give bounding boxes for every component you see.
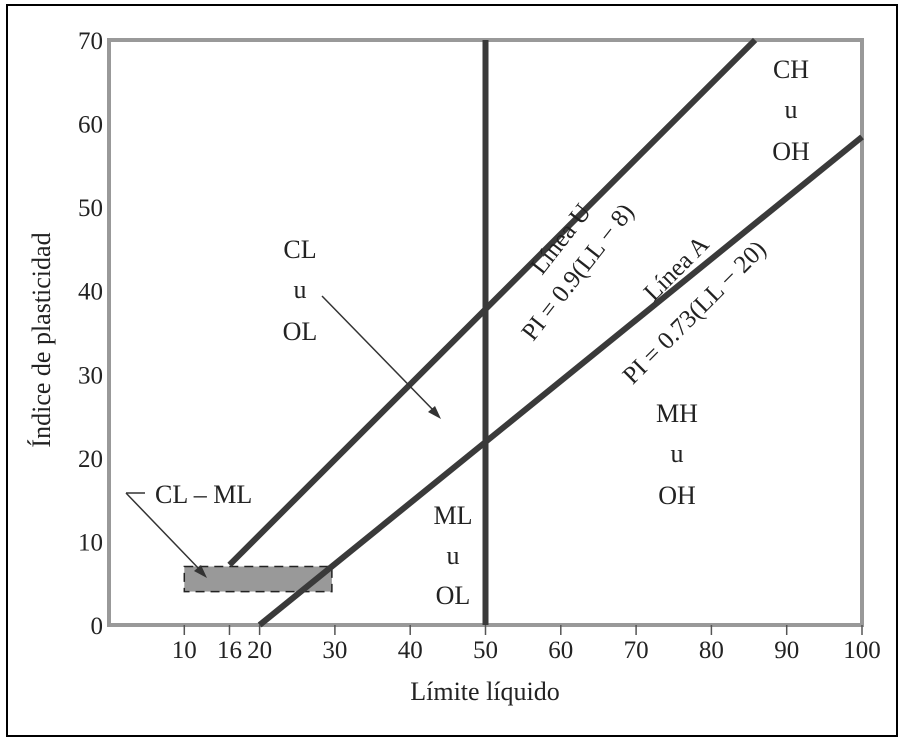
- svg-text:u: u: [785, 95, 798, 124]
- linea-u-line: [227, 37, 758, 567]
- x-tick-label: 50: [473, 637, 498, 664]
- x-tick-label: 70: [624, 637, 649, 664]
- x-axis-label: Límite líquido: [410, 677, 560, 706]
- zone-mh-oh: MH u OH: [656, 399, 698, 510]
- x-tick-label: 30: [322, 637, 347, 664]
- x-tick-label: 90: [774, 637, 799, 664]
- svg-text:OH: OH: [772, 137, 810, 166]
- svg-text:OL: OL: [283, 317, 318, 346]
- y-tick-label: 70: [78, 28, 103, 55]
- y-tick-label: 40: [78, 279, 103, 306]
- x-tick-label: 10: [172, 637, 197, 664]
- y-tick-label: 10: [78, 529, 103, 556]
- zone-ch-oh: CH u OH: [772, 55, 810, 166]
- zone-ml-ol: ML u OL: [434, 501, 473, 610]
- chart-marks: [183, 37, 864, 628]
- svg-text:CL: CL: [283, 235, 316, 264]
- svg-text:OL: OL: [436, 581, 471, 610]
- svg-text:ML: ML: [434, 501, 473, 530]
- x-tick-labels: 10 16 20 30 40 50 60 70 80 90 100: [172, 625, 881, 664]
- x-tick-label: 40: [398, 637, 423, 664]
- y-tick-label: 0: [91, 613, 104, 640]
- svg-text:u: u: [671, 439, 684, 468]
- svg-text:u: u: [447, 541, 460, 570]
- y-axis-label: Índice de plasticidad: [27, 232, 56, 447]
- arrow-cl-ml: [125, 492, 207, 578]
- zone-cl-ol: CL u OL: [283, 235, 318, 346]
- y-tick-label: 50: [78, 195, 103, 222]
- svg-text:OH: OH: [658, 481, 696, 510]
- y-tick-label: 20: [78, 446, 103, 473]
- arrow-cl-ol: [321, 295, 441, 419]
- x-tick-label: 20: [247, 637, 272, 664]
- x-tick-label: 80: [699, 637, 724, 664]
- y-tick-label: 60: [78, 112, 103, 139]
- figure-frame: [6, 4, 898, 737]
- x-tick-label: 100: [843, 637, 881, 664]
- svg-text:u: u: [294, 275, 307, 304]
- y-tick-labels: 0 10 20 30 40 50 60 70: [78, 28, 103, 640]
- cl-ml-label: CL – ML: [155, 480, 252, 509]
- svg-text:CH: CH: [773, 55, 809, 84]
- svg-text:MH: MH: [656, 399, 698, 428]
- x-tick-label: 60: [548, 637, 573, 664]
- linea-a-line: [257, 134, 864, 628]
- x-tick-label: 16: [217, 637, 242, 664]
- y-tick-label: 30: [78, 362, 103, 389]
